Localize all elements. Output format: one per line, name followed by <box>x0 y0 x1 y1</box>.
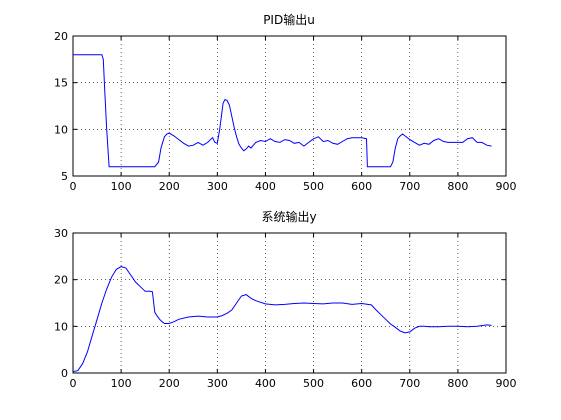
plot-pid-output: PID输出u 0 100 200 300 400 500 600 700 800 900 5 10 15… <box>54 12 517 193</box>
x-tick-label: 900 <box>496 377 517 390</box>
plot-title: 系统输出y <box>261 209 316 224</box>
y-tick-label: 10 <box>54 123 68 136</box>
x-tick-label: 200 <box>159 377 180 390</box>
x-tick-label: 500 <box>303 180 324 193</box>
x-tick-label: 400 <box>255 180 276 193</box>
x-tick-label: 500 <box>303 377 324 390</box>
x-tick-label: 900 <box>496 180 517 193</box>
series-line <box>72 266 492 373</box>
y-tick-label: 0 <box>61 367 68 380</box>
x-tick-label: 100 <box>111 377 132 390</box>
x-tick-label: 200 <box>159 180 180 193</box>
plot-title: PID输出u <box>263 12 315 27</box>
y-tick-label: 5 <box>61 170 68 183</box>
x-tick-label: 800 <box>447 377 468 390</box>
x-tick-label: 0 <box>70 377 77 390</box>
x-tick-label: 100 <box>111 180 132 193</box>
x-tick-label: 600 <box>351 180 372 193</box>
x-tick-label: 0 <box>70 180 77 193</box>
x-tick-label: 300 <box>207 377 228 390</box>
x-tick-label: 600 <box>351 377 372 390</box>
y-tick-label: 20 <box>54 274 68 287</box>
y-tick-label: 15 <box>54 77 68 90</box>
x-tick-label: 800 <box>447 180 468 193</box>
y-tick-label: 10 <box>54 320 68 333</box>
series-line <box>73 54 492 168</box>
y-tick-label: 30 <box>54 227 68 240</box>
x-tick-label: 400 <box>255 377 276 390</box>
axes-box <box>72 35 507 177</box>
y-tick-label: 20 <box>54 30 68 43</box>
x-tick-label: 300 <box>207 180 228 193</box>
axes-box <box>72 232 507 374</box>
x-tick-label: 700 <box>399 377 420 390</box>
x-tick-label: 700 <box>399 180 420 193</box>
plot-system-output: 系统输出y 0 100 200 300 400 500 600 700 800 900 0 10 20 3… <box>54 209 517 390</box>
